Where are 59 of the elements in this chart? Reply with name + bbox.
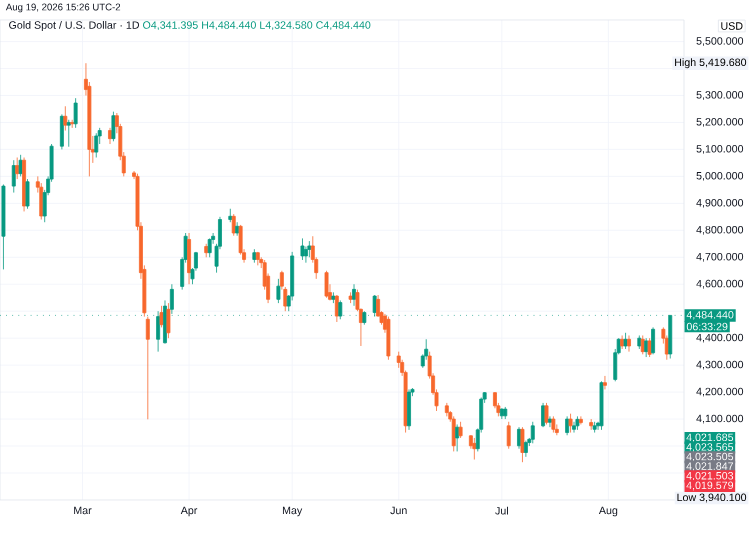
candlestick [255, 251, 260, 266]
candlestick [108, 127, 112, 145]
candlestick [503, 406, 508, 420]
candlestick [651, 326, 656, 355]
candlestick [1, 184, 6, 270]
candlestick [520, 426, 525, 463]
candlestick [166, 302, 171, 339]
candlestick [376, 294, 381, 318]
candlestick [303, 246, 308, 264]
candlestick [637, 335, 642, 350]
candlestick [572, 421, 576, 433]
candlestick [15, 157, 20, 180]
candlestick [599, 380, 604, 431]
candlestick [362, 310, 367, 326]
candlestick [602, 375, 607, 390]
candlestick [300, 238, 305, 261]
candlestick [386, 316, 391, 361]
candlestick [276, 278, 281, 304]
candlestick [11, 159, 16, 193]
candlestick [352, 283, 356, 307]
candlestick [39, 182, 44, 220]
candlestick [372, 294, 377, 318]
candlestick [627, 335, 631, 353]
candlestick [472, 437, 477, 460]
candlestick [620, 335, 625, 350]
candlestick [338, 300, 343, 320]
candlestick [554, 424, 559, 436]
candlestick [396, 351, 401, 369]
candlestick [548, 415, 552, 428]
candlestick [523, 440, 528, 458]
candlestick [228, 208, 233, 223]
candlestick [59, 113, 64, 150]
candlestick [668, 315, 673, 359]
candlestick [324, 270, 329, 299]
candlestick [530, 421, 535, 444]
candlestick [424, 338, 429, 361]
candlestick [544, 402, 549, 425]
candlestick [575, 415, 580, 431]
candlestick [145, 316, 150, 420]
candlestick [63, 105, 68, 131]
candlestick [331, 291, 336, 304]
candlestick [407, 389, 411, 431]
candlestick [187, 232, 191, 285]
candlestick [493, 391, 497, 409]
candlestick [25, 178, 30, 210]
candlestick [623, 332, 628, 350]
candlestick [334, 294, 339, 323]
candlestick [647, 337, 652, 358]
candlestick [506, 421, 511, 450]
candlestick [444, 402, 449, 417]
candlestick [568, 413, 573, 433]
candlestick [455, 424, 460, 452]
candlestick [589, 418, 594, 431]
candlestick [252, 248, 257, 264]
candlestick [307, 240, 312, 258]
candlestick [111, 111, 116, 142]
candlestick [565, 415, 570, 436]
candlestick [348, 291, 353, 304]
candlestick [94, 132, 99, 158]
